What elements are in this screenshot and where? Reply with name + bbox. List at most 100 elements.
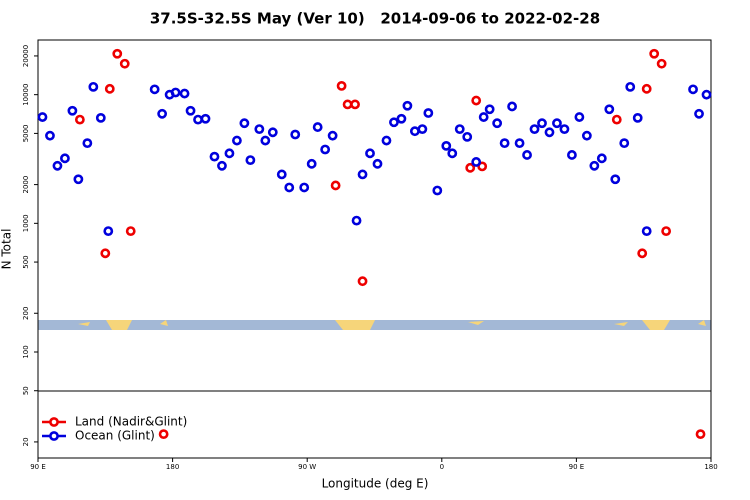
point	[284, 182, 295, 193]
point	[619, 138, 630, 149]
y-tick-label: 5000	[22, 124, 30, 142]
point	[357, 276, 368, 287]
chart-title: 37.5S-32.5S May (Ver 10) 2014-09-06 to 2…	[150, 10, 600, 28]
plot-frame	[37, 39, 712, 459]
y-tick-label: 200	[22, 307, 30, 320]
point	[254, 124, 265, 134]
point	[372, 158, 383, 169]
point	[260, 135, 271, 146]
map-strip	[38, 320, 711, 330]
point	[179, 88, 190, 99]
point	[625, 81, 636, 92]
point	[537, 118, 547, 129]
x-tick-label: 0	[440, 463, 444, 471]
point	[217, 160, 227, 171]
point	[402, 100, 413, 111]
y-tick-label: 1000	[22, 214, 30, 232]
point	[694, 108, 704, 119]
point	[100, 248, 111, 259]
point	[299, 182, 310, 193]
legend-label: Land (Nadir&Glint)	[75, 415, 187, 429]
point	[695, 429, 706, 440]
point	[239, 118, 250, 129]
point	[73, 174, 84, 185]
y-tick-label: 2000	[22, 176, 30, 194]
point	[514, 138, 525, 149]
point	[596, 153, 607, 164]
point	[471, 157, 482, 167]
x-tick-label: 180	[704, 463, 717, 471]
point	[552, 118, 562, 129]
point	[499, 138, 510, 149]
point	[484, 104, 495, 115]
point	[149, 84, 160, 95]
point	[477, 161, 488, 172]
point	[224, 148, 235, 159]
point	[423, 108, 434, 118]
point	[290, 129, 301, 140]
legend-marker	[49, 417, 59, 427]
x-tick-label: 90 E	[30, 463, 46, 471]
point	[544, 127, 555, 138]
point	[559, 124, 570, 134]
y-tick-label: 20	[22, 437, 30, 446]
point	[52, 160, 63, 171]
point	[209, 151, 220, 162]
point	[641, 226, 652, 237]
point	[632, 112, 643, 123]
y-tick-label: 20000	[22, 45, 30, 67]
x-tick-label: 90 E	[569, 463, 585, 471]
point	[67, 105, 78, 116]
point	[245, 155, 256, 166]
point	[103, 226, 114, 237]
point	[158, 429, 169, 440]
point	[656, 58, 667, 69]
point	[604, 104, 615, 115]
point	[417, 124, 428, 134]
point	[365, 148, 375, 159]
point	[157, 108, 168, 119]
point	[441, 140, 452, 151]
point	[454, 124, 465, 134]
legend-marker	[49, 431, 59, 441]
point	[276, 169, 287, 180]
x-tick-label: 90 W	[298, 463, 316, 471]
point	[125, 226, 136, 237]
y-tick-label: 100	[22, 345, 30, 358]
point	[232, 135, 242, 146]
point	[581, 130, 592, 141]
point	[112, 48, 123, 59]
point	[320, 144, 331, 155]
point	[649, 48, 660, 59]
point	[336, 80, 347, 91]
x-axis-label: Longitude (deg E)	[322, 477, 429, 491]
y-tick-label: 10000	[22, 84, 30, 106]
point	[342, 99, 353, 110]
point	[37, 112, 48, 122]
point	[351, 215, 362, 226]
point	[522, 150, 532, 160]
point	[471, 95, 482, 106]
point	[389, 117, 399, 128]
point	[306, 158, 317, 169]
point	[119, 58, 130, 69]
point	[104, 83, 115, 94]
x-tick-label: 180	[166, 463, 179, 471]
point	[432, 185, 443, 196]
point	[688, 84, 698, 95]
y-tick-label: 50	[22, 386, 30, 395]
point	[74, 114, 85, 125]
legend-label: Ocean (Glint)	[75, 429, 155, 443]
point	[45, 130, 55, 141]
y-axis-label: N Total	[0, 229, 14, 270]
point	[574, 112, 585, 122]
point	[478, 112, 489, 122]
point	[465, 162, 476, 173]
point	[185, 105, 196, 116]
point	[88, 81, 99, 92]
point	[200, 113, 211, 124]
point	[589, 160, 600, 171]
point	[611, 114, 622, 125]
point	[60, 153, 70, 164]
